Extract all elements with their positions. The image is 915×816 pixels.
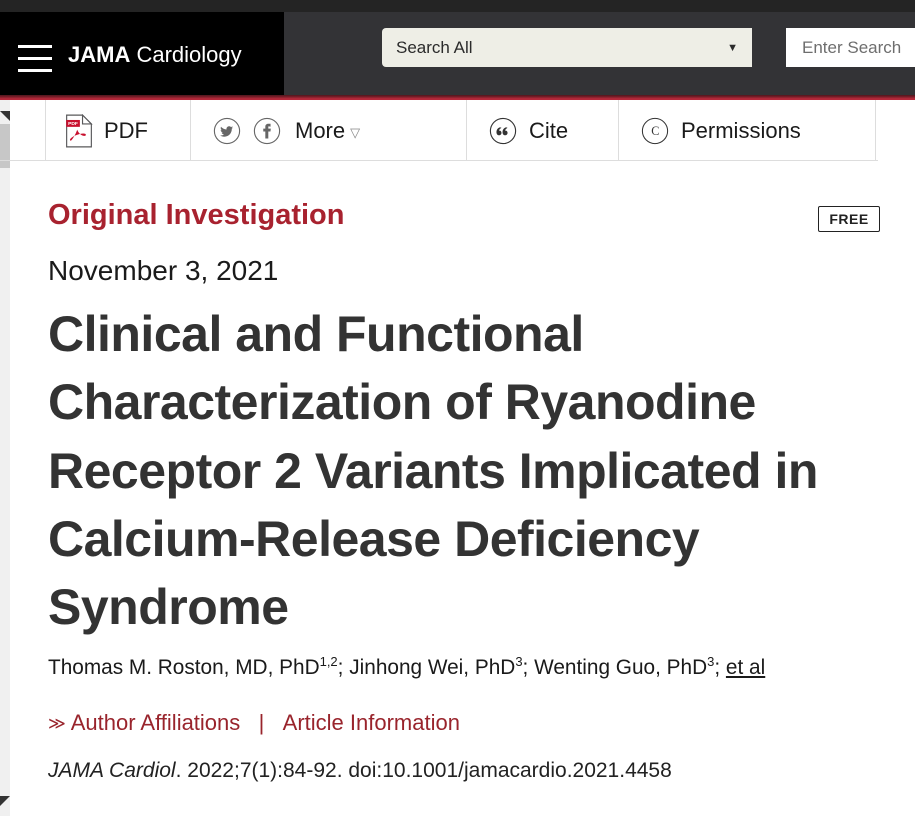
svg-text:PDF: PDF <box>68 121 78 127</box>
svg-text:C: C <box>651 124 659 138</box>
